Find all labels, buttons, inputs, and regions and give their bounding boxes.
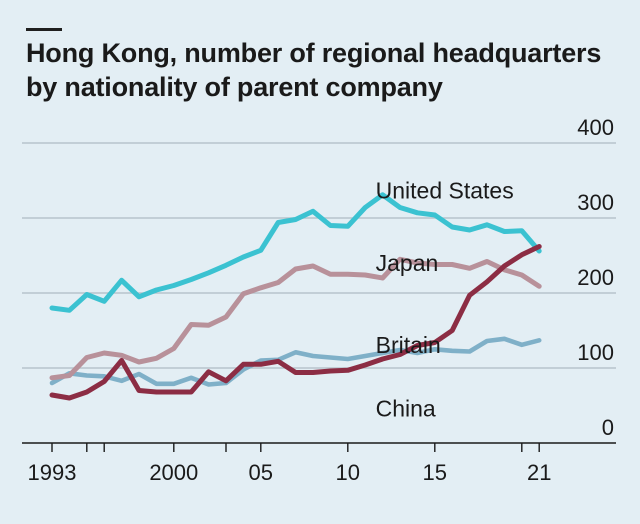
y-axis-labels: 0 100 200 300 400 [577,115,614,440]
x-axis: 1993 2000 05 10 15 21 [22,442,616,485]
series-label-japan: Japan [376,250,439,276]
series-line-china [49,244,542,401]
y-tick-label-0: 0 [602,415,614,440]
chart-title-line-1: Hong Kong, number of regional headquarte… [26,38,602,68]
series-labels: United States Japan Britain China [376,177,514,421]
title-accent-bar [26,28,62,31]
gridlines [22,142,616,369]
series-label-china: China [376,396,436,422]
x-tick-label-2005: 05 [249,460,273,485]
x-tick-label-1993: 1993 [28,460,77,485]
chart-title: Hong Kong, number of regional headquarte… [26,36,616,104]
y-tick-label-100: 100 [577,340,614,365]
series-line-japan [49,256,542,381]
x-tick-label-2010: 10 [336,460,360,485]
chart-title-line-2: by nationality of parent company [26,72,443,102]
series-label-united-states: United States [376,177,514,203]
x-tick-label-2000: 2000 [149,460,198,485]
series-lines [49,192,542,401]
y-tick-label-200: 200 [577,265,614,290]
y-tick-label-400: 400 [577,115,614,140]
series-label-britain: Britain [376,332,441,358]
y-tick-label-300: 300 [577,190,614,215]
series-line-united-states [49,192,542,313]
x-tick-label-2015: 15 [423,460,447,485]
x-tick-label-2021: 21 [527,460,551,485]
